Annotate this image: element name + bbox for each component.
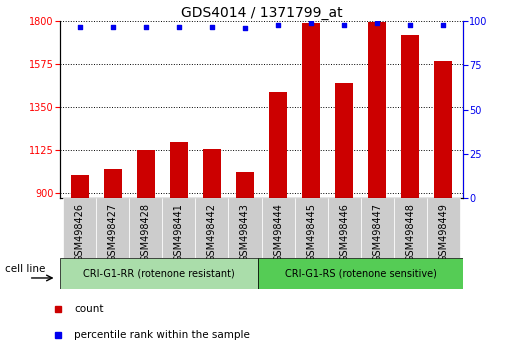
Point [307,20,315,26]
FancyBboxPatch shape [229,198,262,258]
Point [373,20,381,26]
FancyBboxPatch shape [262,198,294,258]
Text: GSM498448: GSM498448 [405,203,415,262]
Bar [71,175,89,198]
Point [142,24,150,29]
Bar [368,22,386,198]
Bar [104,169,122,198]
Text: GSM498447: GSM498447 [372,203,382,262]
Text: GSM498426: GSM498426 [75,203,85,262]
Point [109,24,117,29]
Bar [137,150,155,198]
Bar [401,35,419,198]
Text: GSM498443: GSM498443 [240,203,250,262]
Point [274,22,282,28]
FancyBboxPatch shape [327,198,360,258]
Point [76,24,84,29]
Text: GSM498449: GSM498449 [438,203,448,262]
Bar [434,61,452,198]
FancyBboxPatch shape [96,198,130,258]
Text: GSM498442: GSM498442 [207,203,217,262]
Point [439,22,447,28]
Text: percentile rank within the sample: percentile rank within the sample [74,330,251,341]
FancyBboxPatch shape [294,198,327,258]
Bar [203,149,221,198]
Bar [269,92,287,198]
FancyBboxPatch shape [360,198,393,258]
Bar [236,172,254,198]
Text: GSM498444: GSM498444 [273,203,283,262]
FancyBboxPatch shape [60,258,258,289]
Text: count: count [74,304,104,314]
FancyBboxPatch shape [130,198,163,258]
FancyBboxPatch shape [163,198,196,258]
Text: GSM498446: GSM498446 [339,203,349,262]
Text: CRI-G1-RR (rotenone resistant): CRI-G1-RR (rotenone resistant) [83,268,235,279]
FancyBboxPatch shape [196,198,229,258]
Bar [335,83,353,198]
Text: GSM498445: GSM498445 [306,203,316,262]
Bar [170,142,188,198]
Point [241,25,249,31]
Text: cell line: cell line [5,264,46,274]
FancyBboxPatch shape [258,258,463,289]
Point [340,22,348,28]
Point [406,22,414,28]
Title: GDS4014 / 1371799_at: GDS4014 / 1371799_at [180,6,343,20]
Text: GSM498441: GSM498441 [174,203,184,262]
Point [208,24,216,29]
Text: GSM498427: GSM498427 [108,203,118,262]
Bar [302,23,320,198]
FancyBboxPatch shape [63,198,96,258]
Point [175,24,183,29]
FancyBboxPatch shape [427,198,460,258]
Text: CRI-G1-RS (rotenone sensitive): CRI-G1-RS (rotenone sensitive) [285,268,437,279]
Text: GSM498428: GSM498428 [141,203,151,262]
FancyBboxPatch shape [393,198,427,258]
